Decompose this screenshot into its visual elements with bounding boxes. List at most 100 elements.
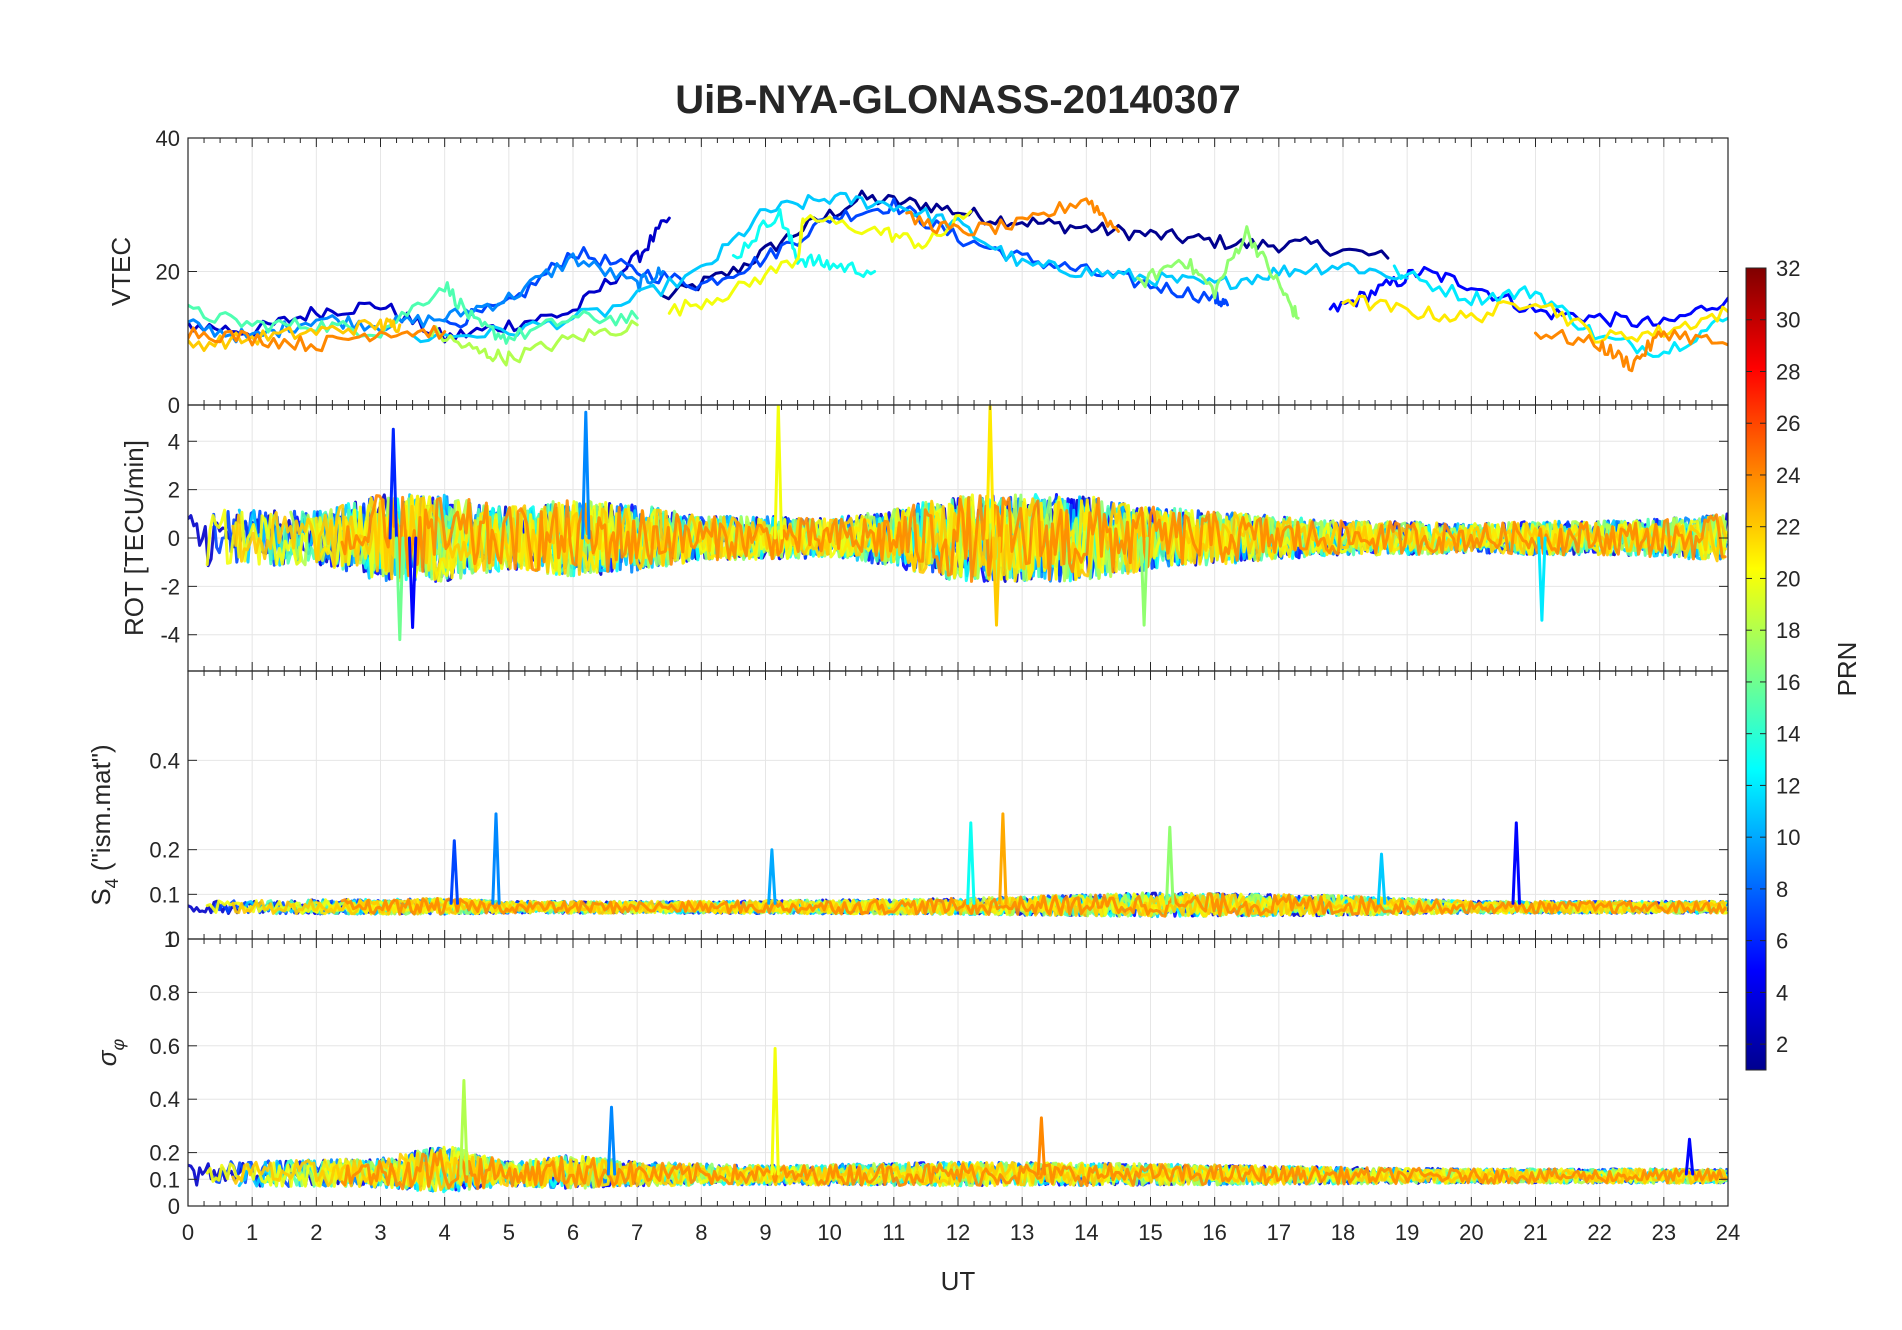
x-axis-label: UT [941, 1266, 976, 1296]
vtec-line-prn-5 [1328, 265, 1728, 329]
x-tick-label: 9 [759, 1220, 771, 1245]
x-tick-labels: 0 1 2 3 4 5 6 7 8 9 10 11 12 13 14 15 16 17 18 19 20 21 22 23 24 [182, 1220, 1740, 1245]
vtec-line-prn-24 [188, 324, 447, 353]
x-tick-label: 1 [246, 1220, 258, 1245]
colorbar-tick-label: 14 [1776, 722, 1800, 747]
colorbar-tick-label: 22 [1776, 515, 1800, 540]
x-tick-label: 11 [882, 1220, 905, 1245]
colorbar-tick-label: 16 [1776, 670, 1800, 695]
panel-vtec-ticks: 0 20 40 [156, 126, 1729, 418]
vtec-line-prn-22 [188, 317, 402, 352]
vtec-line-prn-7 [443, 197, 1229, 329]
colorbar-tick-label: 18 [1776, 618, 1800, 643]
y-tick-label: 2 [168, 478, 180, 503]
vtec-line-prn-11 [411, 191, 1409, 344]
rot-spike-prn-16 [395, 536, 405, 642]
x-tick-label: 15 [1138, 1220, 1162, 1245]
rot-spike-prn-17 [1139, 536, 1149, 627]
x-tick-label: 22 [1587, 1220, 1611, 1245]
x-tick-label: 2 [310, 1220, 322, 1245]
y-tick-label: 0.2 [149, 1141, 180, 1166]
panel-s4-data [188, 812, 1728, 919]
s4-spike-prn-10 [767, 848, 777, 905]
panel-sigma_phi: 00.10.2 0.4 0.6 0.8 σφ [92, 938, 1729, 1219]
x-tick-label: 19 [1395, 1220, 1419, 1245]
s4-spike-prn-23 [998, 812, 1008, 905]
vtec-line-prn-3 [188, 216, 671, 344]
s4-spike-prn-11 [1376, 852, 1387, 905]
colorbar-tick-label: 2 [1776, 1032, 1788, 1057]
panel-s4-ticks: 0.1 0.2 0.4 01 [149, 671, 1729, 952]
rot-spike-prn-22 [991, 536, 1002, 627]
colorbar-label: PRN [1832, 642, 1862, 697]
y-tick-label: 0.2 [149, 838, 180, 863]
colorbar-tick-label: 10 [1776, 825, 1800, 850]
vtec-line-prn-15 [188, 281, 639, 345]
x-tick-label: 7 [631, 1220, 643, 1245]
x-tick-label: 5 [503, 1220, 515, 1245]
vtec-line-prn-12 [1392, 264, 1728, 358]
x-tick-label: 20 [1459, 1220, 1483, 1245]
colorbar-tick-label: 28 [1776, 359, 1800, 384]
vtec-line-prn-21 [1341, 294, 1728, 344]
colorbar-tick-label: 20 [1776, 566, 1800, 591]
x-tick-label: 8 [695, 1220, 707, 1245]
panel-rot-ticks: -4 -2 0 2 4 [160, 405, 1729, 671]
panel-vtec-data [188, 189, 1728, 373]
x-tick-label: 0 [182, 1220, 194, 1245]
s4-spike-prn-17 [1165, 825, 1175, 905]
s4-spike-prn-13 [966, 821, 976, 905]
y-tick-label: 20 [156, 260, 180, 285]
y-tick-label: 4 [168, 429, 180, 454]
sigma_phi-spike-prn-24 [1036, 1116, 1047, 1176]
colorbar-gradient [1745, 267, 1767, 1071]
y-tick-label: 0 [168, 393, 180, 418]
vtec-line-prn-1 [661, 189, 1390, 301]
x-tick-label: 24 [1716, 1220, 1740, 1245]
x-tick-label: 10 [817, 1220, 841, 1245]
x-tick-label: 14 [1074, 1220, 1098, 1245]
y-axis-label: ROT [TECU/min] [119, 440, 149, 636]
x-tick-label: 4 [439, 1220, 451, 1245]
vtec-line-prn-20 [667, 209, 973, 317]
y-tick-label: 0.4 [149, 748, 180, 773]
colorbar-tick-label: 6 [1776, 929, 1788, 954]
sigma_phi-spike-prn-20 [770, 1047, 780, 1176]
y-tick-label: 0.1 [149, 1167, 180, 1192]
x-tick-label: 3 [374, 1220, 386, 1245]
y-tick-label: 0.8 [149, 980, 180, 1005]
colorbar-tick-label: 26 [1776, 411, 1800, 436]
x-tick-label: 12 [946, 1220, 970, 1245]
rot-spike-prn-9 [581, 410, 591, 540]
y-axis-label: S4 ("ism.mat") [86, 744, 122, 905]
panel-vtec-grid [187, 137, 1729, 406]
s4-spike-prn-9 [491, 812, 501, 905]
rot-noise-prn-22 [231, 494, 1728, 581]
x-tick-label: 21 [1523, 1220, 1547, 1245]
y-tick-label: 0 [168, 526, 180, 551]
vtec-line-prn-24 [1534, 328, 1728, 373]
colorbar-tick-label: 30 [1776, 308, 1800, 333]
chart-title: UiB-NYA-GLONASS-20140307 [675, 78, 1240, 122]
colorbar-tick-label: 4 [1776, 980, 1788, 1005]
sigma_phi-spike-prn-18 [459, 1079, 469, 1176]
y-tick-label: 0 [168, 927, 180, 952]
vtec-line-prn-9 [188, 252, 665, 344]
x-tick-label: 16 [1202, 1220, 1226, 1245]
vtec-line-prn-18 [430, 319, 639, 367]
rot-spike-prn-12 [1537, 536, 1547, 622]
sigma_phi-spike-prn-9 [606, 1105, 617, 1176]
y-tick-label: 0.1 [149, 882, 180, 907]
y-tick-label: 40 [156, 126, 180, 151]
y-tick-label: -2 [160, 574, 180, 599]
vtec-line-prn-24 [905, 197, 1120, 237]
panel-vtec: 0 20 40 VTEC [106, 126, 1729, 418]
x-tick-label: 13 [1010, 1220, 1034, 1245]
panel-sigma_phi-ticks: 00.10.2 0.4 0.6 0.8 [149, 939, 1729, 1219]
rot-spike-prn-20 [773, 405, 783, 540]
panel-rot-data [188, 405, 1728, 642]
s4-spike-prn-7 [449, 839, 459, 905]
